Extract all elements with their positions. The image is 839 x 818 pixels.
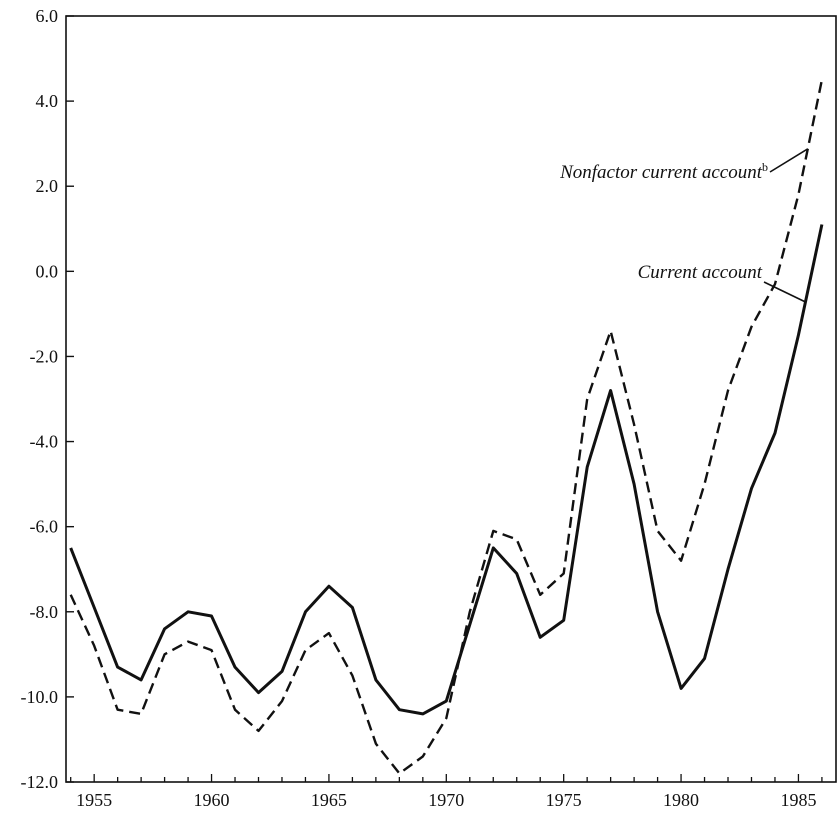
annotation-nonfactor-current-account: Nonfactor current accountb bbox=[559, 160, 768, 183]
annotation-nonfactor-superscript: b bbox=[762, 160, 768, 174]
y-tick-label: 2.0 bbox=[36, 176, 59, 196]
series-line-current-account bbox=[69, 224, 824, 716]
y-tick-label: 4.0 bbox=[36, 91, 59, 111]
annotation-current-account: Current account bbox=[638, 262, 763, 283]
y-tick-label: -2.0 bbox=[30, 346, 59, 366]
y-tick-label: -12.0 bbox=[21, 772, 59, 792]
x-tick-label: 1960 bbox=[194, 790, 230, 810]
y-tick-label: 6.0 bbox=[36, 6, 59, 26]
annotation-current-leader bbox=[763, 281, 806, 303]
y-axis: -12.0 -10.0 -8.0 -6.0 -4.0 -2.0 0.0 2.0 4.0 6.0 bbox=[21, 6, 74, 792]
y-tick-label: -10.0 bbox=[21, 687, 59, 707]
annotation-nonfactor-leader bbox=[769, 148, 809, 173]
y-tick-label: -8.0 bbox=[30, 602, 59, 622]
y-tick-label: 0.0 bbox=[36, 261, 59, 281]
x-axis: 1955 1960 1965 1970 1975 1980 1985 bbox=[70, 774, 823, 810]
x-tick-label: 1965 bbox=[311, 790, 347, 810]
x-tick-label: 1985 bbox=[780, 790, 816, 810]
x-tick-label: 1975 bbox=[546, 790, 582, 810]
y-tick-label: -4.0 bbox=[30, 432, 59, 452]
series-layer bbox=[69, 79, 824, 775]
y-tick-label: -6.0 bbox=[30, 517, 59, 537]
plot-frame bbox=[65, 15, 837, 783]
x-tick-label: 1955 bbox=[76, 790, 112, 810]
x-tick-label: 1980 bbox=[663, 790, 699, 810]
x-tick-label: 1970 bbox=[428, 790, 464, 810]
annotation-layer: Nonfactor current accountb Current accou… bbox=[559, 148, 809, 303]
plot-border bbox=[65, 15, 837, 783]
annotation-nonfactor-label: Nonfactor current account bbox=[559, 162, 763, 183]
series-line-nonfactor-current-account bbox=[69, 79, 824, 775]
